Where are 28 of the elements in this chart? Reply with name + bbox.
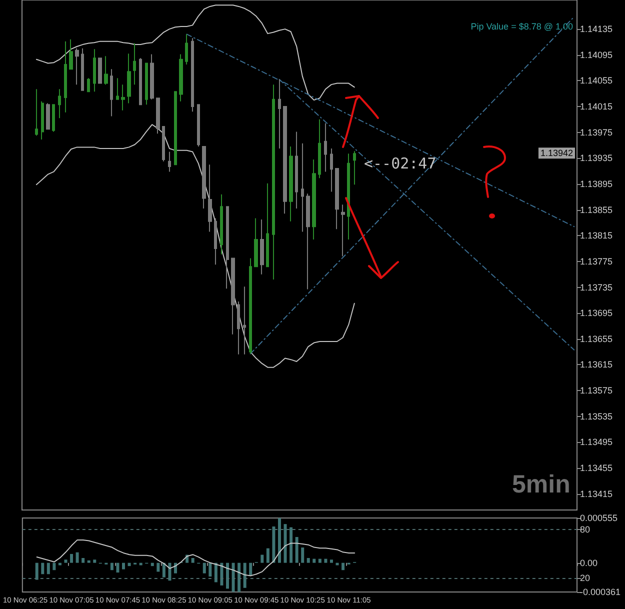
y-tick-label: 1.13455: [580, 463, 613, 474]
y-tick-label: 1.14055: [580, 76, 613, 86]
y-tick-label: 1.13895: [580, 178, 613, 189]
annotation: Pip Value = $8.78 @ 1.00: [470, 22, 574, 32]
y-tick-label: -0.000361: [580, 587, 621, 597]
y-tick-label: 1.13535: [580, 411, 613, 422]
y-tick-label: 1.13935: [580, 153, 613, 164]
y-tick-label: 1.14135: [580, 24, 613, 34]
y-tick-label: 1.13575: [580, 386, 613, 396]
y-tick-label: 1.13495: [580, 437, 613, 448]
y-tick-label: 1.14095: [580, 50, 613, 60]
y-tick-label: 1.13415: [580, 488, 613, 499]
y-tick-label: 1.13655: [580, 334, 613, 344]
y2-tick-label: 80: [580, 524, 590, 534]
y-tick-label: 1.13735: [580, 282, 613, 292]
annotation: 5min: [512, 470, 570, 498]
y2-tick-label: 20: [580, 573, 590, 584]
y-tick-label: 1.13975: [580, 127, 613, 138]
annotation: <--02:47: [364, 154, 436, 172]
y-tick-label: 1.13855: [580, 204, 613, 215]
y-tick-label: 1.13775: [580, 256, 613, 266]
y-tick-label: 1.14015: [580, 102, 613, 112]
y-tick-label: 1.13615: [580, 360, 613, 370]
y-tick-label: 0.00: [580, 558, 598, 568]
y-tick-label: 1.13815: [580, 230, 613, 241]
annotation: 1.13942: [540, 148, 574, 158]
y-tick-label: 1.13695: [580, 308, 613, 318]
y-tick-label: 0.000555: [580, 513, 618, 523]
